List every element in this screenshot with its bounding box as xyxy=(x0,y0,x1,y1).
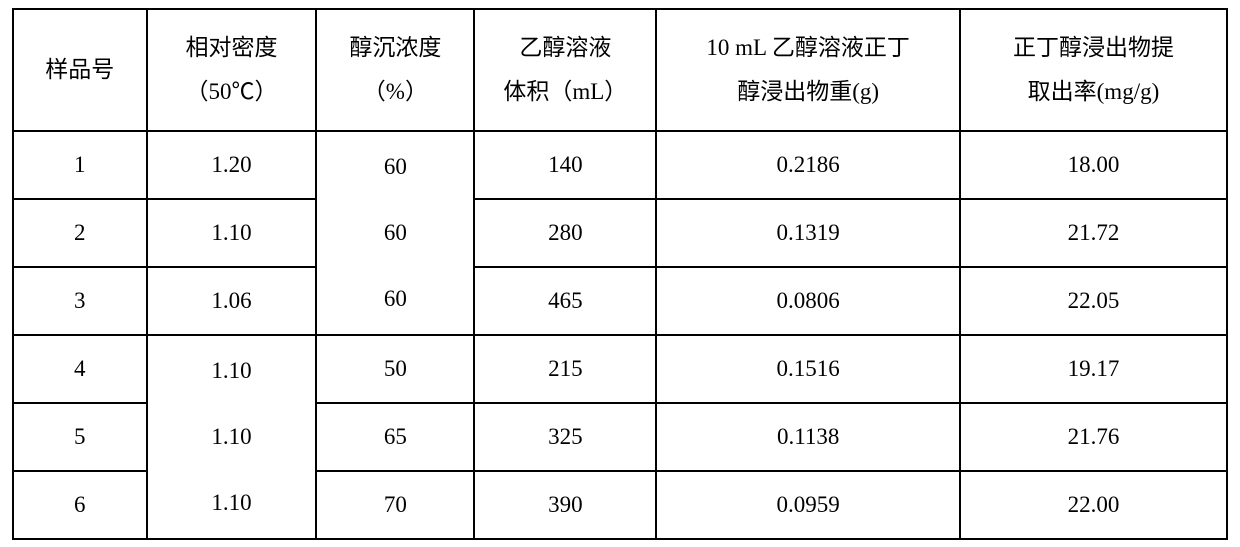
cell-density: 1.20 xyxy=(147,131,317,199)
col-header-text: 醇浸出物重(g) xyxy=(657,70,959,114)
data-table: 样品号 相对密度 （50℃） 醇沉浓度 （%） 乙醇溶液 体积（mL） 10 m… xyxy=(12,8,1228,540)
table-header-row: 样品号 相对密度 （50℃） 醇沉浓度 （%） 乙醇溶液 体积（mL） 10 m… xyxy=(13,9,1227,131)
cell-value: 60 xyxy=(317,145,473,189)
cell-vol: 280 xyxy=(474,199,656,267)
cell-sample: 5 xyxy=(13,403,147,471)
col-header-text: 10 mL 乙醇溶液正丁 xyxy=(657,26,959,70)
cell-sample: 1 xyxy=(13,131,147,199)
cell-density: 1.10 xyxy=(147,199,317,267)
cell-weight: 0.1516 xyxy=(656,335,960,403)
col-header-text: 体积（mL） xyxy=(475,70,655,114)
cell-value: 60 xyxy=(317,277,473,321)
cell-vol: 140 xyxy=(474,131,656,199)
table-row: 4 1.10 1.10 1.10 50 215 0.1516 19.17 xyxy=(13,335,1227,403)
cell-vol: 465 xyxy=(474,267,656,335)
cell-conc: 65 xyxy=(316,403,474,471)
col-header-sample: 样品号 xyxy=(13,9,147,131)
table-row: 1 1.20 60 60 60 140 0.2186 18.00 xyxy=(13,131,1227,199)
cell-value: 1.10 xyxy=(148,481,316,525)
cell-weight: 0.1319 xyxy=(656,199,960,267)
cell-weight: 0.1138 xyxy=(656,403,960,471)
cell-yield: 19.17 xyxy=(960,335,1227,403)
cell-vol: 215 xyxy=(474,335,656,403)
col-header-vol: 乙醇溶液 体积（mL） xyxy=(474,9,656,131)
col-header-weight: 10 mL 乙醇溶液正丁 醇浸出物重(g) xyxy=(656,9,960,131)
cell-vol: 325 xyxy=(474,403,656,471)
cell-yield: 18.00 xyxy=(960,131,1227,199)
cell-conc: 50 xyxy=(316,335,474,403)
cell-conc: 70 xyxy=(316,471,474,539)
cell-sample: 3 xyxy=(13,267,147,335)
cell-value: 1.10 xyxy=(148,349,316,393)
col-header-conc: 醇沉浓度 （%） xyxy=(316,9,474,131)
cell-weight: 0.0959 xyxy=(656,471,960,539)
cell-sample: 2 xyxy=(13,199,147,267)
table-container: 样品号 相对密度 （50℃） 醇沉浓度 （%） 乙醇溶液 体积（mL） 10 m… xyxy=(0,0,1240,547)
col-header-text: 样品号 xyxy=(14,48,146,92)
col-header-yield: 正丁醇浸出物提 取出率(mg/g) xyxy=(960,9,1227,131)
cell-density: 1.06 xyxy=(147,267,317,335)
cell-weight: 0.2186 xyxy=(656,131,960,199)
cell-density: 1.10 1.10 1.10 xyxy=(147,335,317,539)
col-header-text: 乙醇溶液 xyxy=(475,26,655,70)
col-header-text: 正丁醇浸出物提 xyxy=(961,26,1226,70)
col-header-text: 取出率(mg/g) xyxy=(961,70,1226,114)
col-header-text: 相对密度 xyxy=(148,26,316,70)
cell-vol: 390 xyxy=(474,471,656,539)
cell-sample: 4 xyxy=(13,335,147,403)
col-header-text: （50℃） xyxy=(148,70,316,114)
cell-yield: 22.05 xyxy=(960,267,1227,335)
cell-conc: 60 60 60 xyxy=(316,131,474,335)
col-header-text: （%） xyxy=(317,70,473,114)
cell-yield: 21.72 xyxy=(960,199,1227,267)
cell-value: 1.10 xyxy=(148,415,316,459)
col-header-text: 醇沉浓度 xyxy=(317,26,473,70)
table-row: 2 1.10 280 0.1319 21.72 xyxy=(13,199,1227,267)
cell-yield: 22.00 xyxy=(960,471,1227,539)
col-header-density: 相对密度 （50℃） xyxy=(147,9,317,131)
cell-yield: 21.76 xyxy=(960,403,1227,471)
cell-value: 60 xyxy=(317,211,473,255)
cell-weight: 0.0806 xyxy=(656,267,960,335)
cell-sample: 6 xyxy=(13,471,147,539)
table-row: 3 1.06 465 0.0806 22.05 xyxy=(13,267,1227,335)
